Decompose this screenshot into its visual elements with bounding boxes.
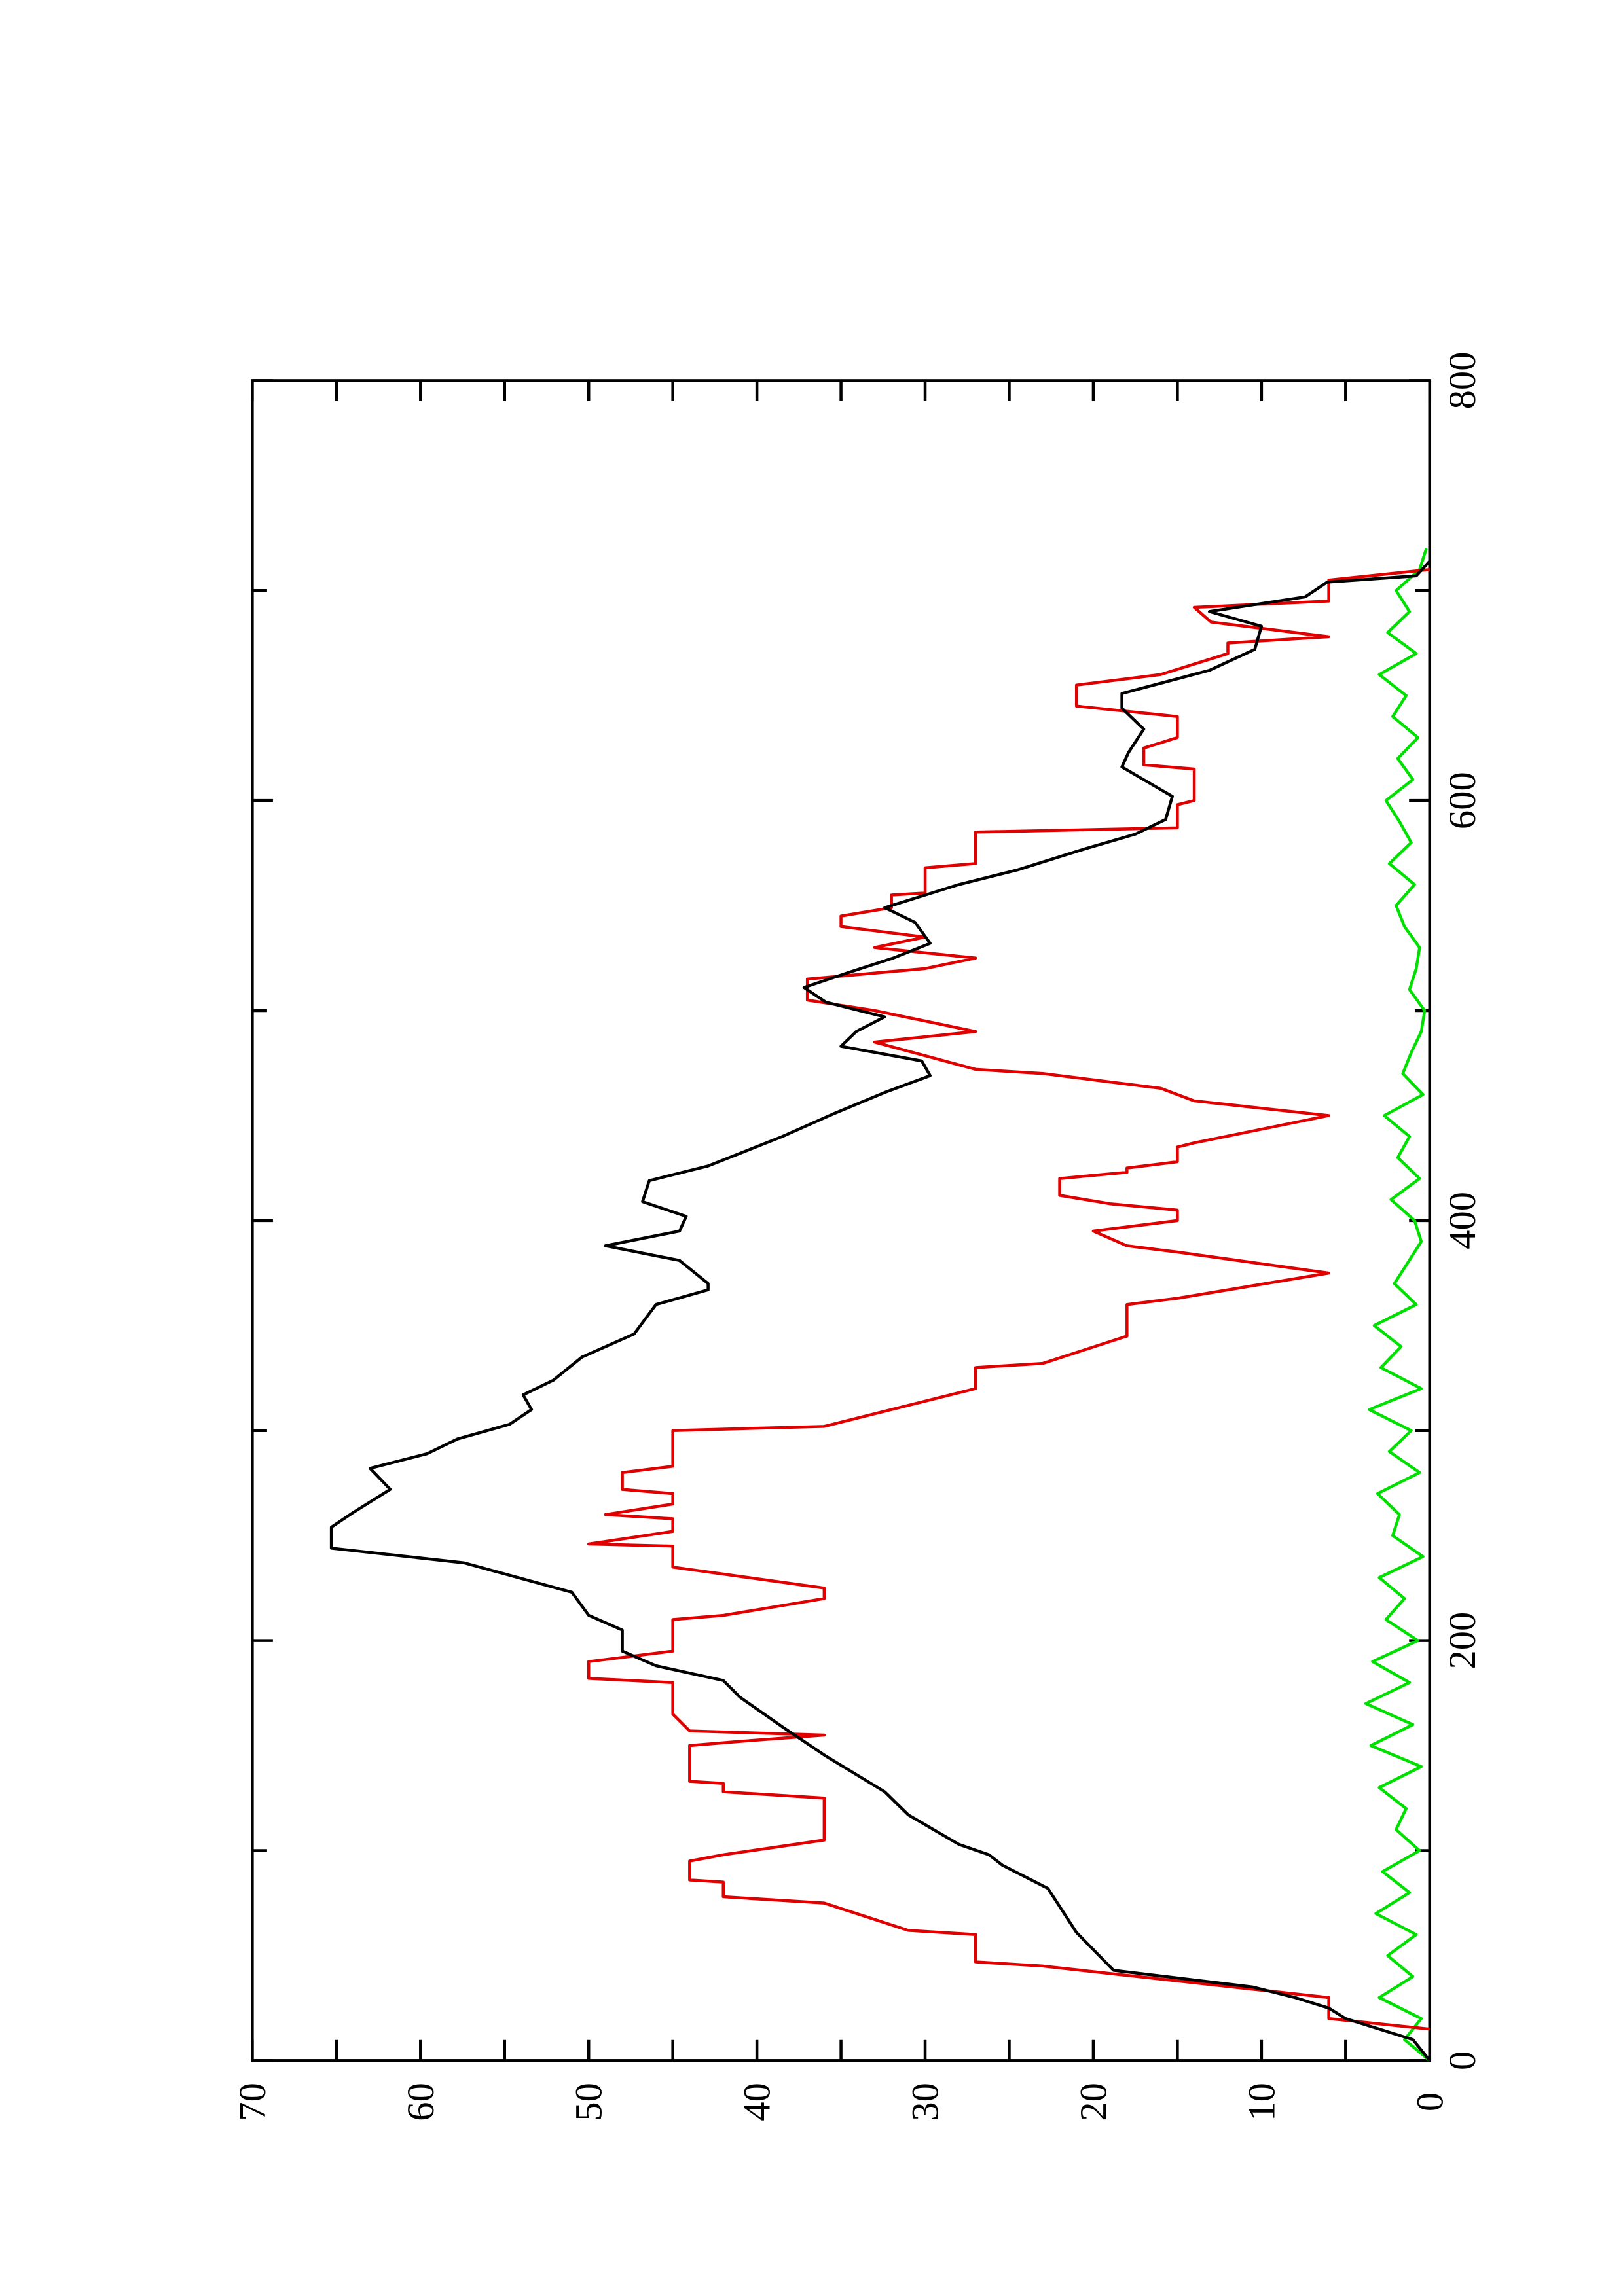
x-tick-label: 800	[1441, 351, 1484, 409]
y-tick-label: 60	[399, 2083, 442, 2121]
y-tick-label: 20	[1072, 2083, 1114, 2121]
x-tick-label: 600	[1441, 772, 1484, 829]
y-tick-label: 10	[1240, 2083, 1283, 2121]
series-line	[329, 560, 1431, 2062]
x-tick-label: 0	[1441, 2051, 1484, 2070]
y-tick-label: 30	[904, 2083, 947, 2121]
series-line	[587, 567, 1431, 2031]
y-tick-label: 40	[736, 2083, 778, 2121]
y-tick-label: 50	[568, 2083, 610, 2121]
plot-frame	[251, 379, 1432, 2062]
y-tick-label: 70	[231, 2083, 274, 2121]
y-tick-label: 0	[1408, 2092, 1451, 2111]
x-tick-label: 400	[1441, 1192, 1484, 1249]
series-line	[1364, 548, 1431, 2062]
x-tick-label: 200	[1441, 1612, 1484, 1670]
